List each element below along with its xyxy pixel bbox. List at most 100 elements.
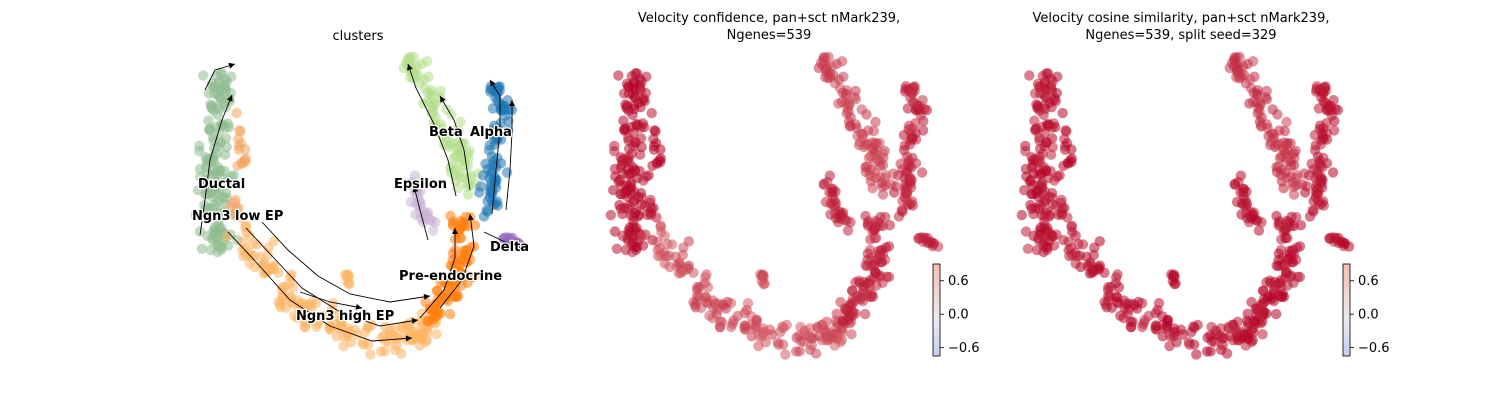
cell-point xyxy=(1066,144,1077,155)
streamline xyxy=(227,231,413,342)
cell-point xyxy=(910,158,922,169)
cell-point xyxy=(383,336,394,347)
cell-point xyxy=(365,349,376,360)
cell-point xyxy=(421,56,433,67)
cell-point xyxy=(798,336,809,347)
cell-point xyxy=(412,332,423,343)
cell-point xyxy=(395,348,407,359)
streamline xyxy=(439,95,471,191)
cell-point xyxy=(655,156,666,168)
arrowhead xyxy=(412,186,419,193)
cell-point xyxy=(268,236,279,247)
cell-point xyxy=(609,146,620,157)
colorbar-tick-label: −0.6 xyxy=(948,341,980,356)
cell-point xyxy=(482,195,493,207)
cell-point xyxy=(870,221,881,233)
cell-point xyxy=(240,144,251,155)
cell-point xyxy=(870,116,881,128)
cell-point xyxy=(909,97,920,109)
arrowhead xyxy=(467,214,474,221)
colorbar-tick-label: 0.6 xyxy=(948,274,969,289)
cluster-label: Epsilon xyxy=(394,177,447,192)
cell-point xyxy=(621,185,632,197)
cell-point xyxy=(341,275,352,287)
cell-point xyxy=(1205,346,1216,357)
cell-point xyxy=(338,330,350,342)
cell-point xyxy=(1291,212,1302,223)
cell-point xyxy=(1024,70,1035,81)
cell-point xyxy=(714,316,726,327)
cell-point xyxy=(820,325,831,336)
cell-point xyxy=(1278,183,1289,194)
cell-point xyxy=(480,158,491,169)
arrowhead xyxy=(423,293,430,300)
streamline xyxy=(489,79,501,215)
cell-point xyxy=(1113,282,1125,293)
cell-point xyxy=(824,170,836,181)
cluster-label: Alpha xyxy=(470,125,512,140)
cell-point xyxy=(810,348,822,359)
cell-point xyxy=(511,237,522,248)
cell-point xyxy=(213,100,225,111)
cell-point xyxy=(654,243,665,254)
cell-point xyxy=(1261,277,1272,288)
cell-point xyxy=(1271,166,1283,178)
cell-point xyxy=(452,291,464,302)
cell-point xyxy=(435,85,446,97)
cell-point xyxy=(495,118,506,129)
cell-point xyxy=(824,67,835,79)
cell-point xyxy=(409,170,421,181)
cell-point xyxy=(1244,98,1255,109)
cell-point xyxy=(635,122,647,133)
streamline xyxy=(505,100,513,211)
cell-point xyxy=(326,304,337,316)
cell-point xyxy=(880,212,891,223)
cell-point xyxy=(1022,243,1034,254)
cell-point xyxy=(412,199,423,210)
cell-point xyxy=(447,138,458,149)
cell-point xyxy=(860,308,871,320)
cell-point xyxy=(861,109,872,120)
cell-point xyxy=(1280,272,1291,283)
cell-point xyxy=(773,339,784,350)
cell-point xyxy=(877,189,889,200)
cell-point xyxy=(336,314,347,326)
cell-point xyxy=(1024,176,1035,187)
cell-point xyxy=(1314,158,1325,169)
cell-point xyxy=(1052,71,1063,82)
cell-point xyxy=(1046,122,1058,133)
cell-point xyxy=(1253,102,1264,114)
cell-point xyxy=(1245,206,1256,217)
cell-point xyxy=(205,244,217,256)
streamline xyxy=(439,213,475,309)
cell-point xyxy=(837,87,849,99)
cell-point xyxy=(1160,323,1171,334)
cell-point xyxy=(902,186,913,197)
cell-point xyxy=(455,221,466,233)
cell-point xyxy=(903,158,914,169)
colorbar: 0.6 0.0 −0.6 xyxy=(932,263,980,357)
cell-point xyxy=(1271,308,1282,320)
cell-point xyxy=(664,261,675,273)
cell-point xyxy=(862,138,873,149)
cell-point xyxy=(448,125,459,136)
cell-point xyxy=(818,179,829,190)
cell-point xyxy=(1221,348,1233,359)
cell-point xyxy=(1039,127,1050,138)
cell-point xyxy=(644,197,656,209)
arrowhead xyxy=(490,80,496,87)
cell-point xyxy=(403,55,414,66)
cell-point xyxy=(1029,115,1040,126)
cell-point xyxy=(1118,295,1130,306)
cell-point xyxy=(491,196,503,207)
cell-point xyxy=(1055,197,1067,209)
cell-point xyxy=(659,230,670,241)
cell-point xyxy=(707,295,719,306)
cell-point xyxy=(207,235,219,246)
cell-point xyxy=(651,212,662,223)
cell-point xyxy=(1318,88,1329,100)
cell-point xyxy=(442,295,454,307)
arrowhead xyxy=(226,95,233,102)
cell-point xyxy=(1085,257,1096,268)
cell-point xyxy=(858,281,870,292)
